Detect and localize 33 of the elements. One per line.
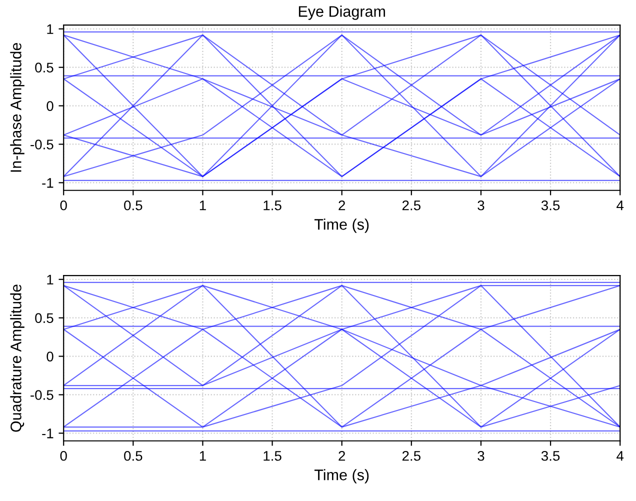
- x-tick-label: 1.5: [264, 200, 282, 210]
- x-axis-title: Time (s): [314, 218, 369, 233]
- y-axis-title: In-phase Amplitude: [10, 42, 24, 172]
- x-tick-label: 1: [200, 200, 206, 210]
- y-tick-label: -1: [42, 178, 54, 188]
- y-tick-label: 0.5: [35, 62, 54, 73]
- x-tick-label: 2: [338, 450, 346, 461]
- x-tick-label: 4: [616, 200, 624, 210]
- x-tick-label: 3.5: [541, 450, 560, 461]
- y-tick-label: -0.5: [30, 390, 54, 400]
- x-tick-label: 0.5: [124, 450, 142, 461]
- x-tick-label: 3: [478, 200, 484, 210]
- y-tick-label: 1: [47, 274, 54, 284]
- x-tick-label: 3: [478, 450, 484, 461]
- x-tick-label: 1.5: [264, 451, 282, 461]
- x-tick-label: 0.5: [124, 200, 142, 210]
- chart-title: Eye Diagram: [298, 6, 385, 20]
- x-tick-label: 4: [616, 451, 624, 461]
- x-tick-label: 0: [60, 200, 67, 210]
- x-tick-label: 2: [338, 200, 346, 210]
- y-tick-label: 1: [47, 24, 54, 34]
- y-tick-label: -1: [42, 428, 54, 438]
- y-tick-label: -0.5: [30, 140, 54, 150]
- x-tick-label: 0: [60, 450, 67, 461]
- x-tick-label: 3.5: [541, 200, 560, 210]
- y-tick-label: 0.5: [35, 313, 54, 324]
- y-tick-label: 0: [46, 101, 54, 111]
- y-axis-title: Quadrature Amplitude: [10, 284, 24, 432]
- y-tick-label: 0: [46, 352, 54, 362]
- x-tick-label: 2.5: [402, 200, 420, 210]
- x-axis-title: Time (s): [314, 469, 369, 484]
- x-tick-label: 2.5: [402, 450, 420, 461]
- x-tick-label: 1: [200, 451, 206, 461]
